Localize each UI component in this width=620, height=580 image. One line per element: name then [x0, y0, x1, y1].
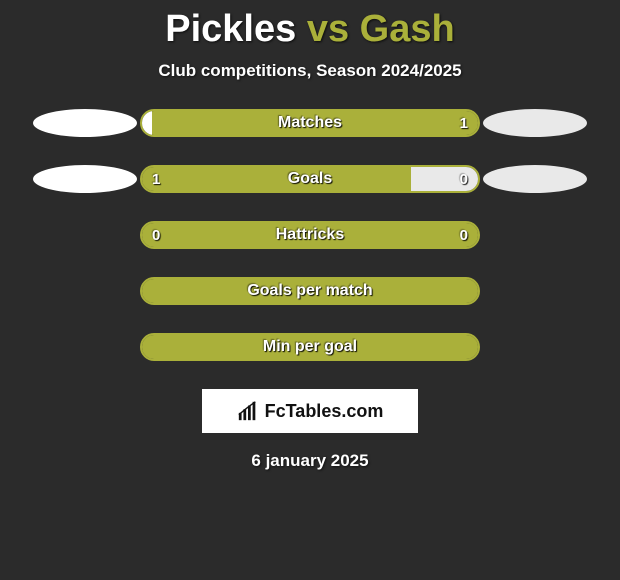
stat-row: Goals per match	[0, 277, 620, 305]
left-segment: 1	[142, 167, 411, 191]
right-segment: 0	[411, 167, 478, 191]
stat-bar: 00Hattricks	[140, 221, 480, 249]
bars-icon	[237, 400, 259, 422]
left-value: 1	[152, 171, 160, 188]
date-label: 6 january 2025	[0, 451, 620, 471]
player1-ellipse-icon	[33, 109, 137, 137]
left-segment	[142, 111, 152, 135]
stat-bar: Goals per match	[140, 277, 480, 305]
left-value: 0	[152, 227, 160, 244]
player2-ellipse-icon	[483, 165, 587, 193]
season-subtitle: Club competitions, Season 2024/2025	[0, 61, 620, 81]
player1-ellipse-icon	[33, 165, 137, 193]
player1-name: Pickles	[165, 8, 296, 50]
stat-bar: 1Matches	[140, 109, 480, 137]
stat-row: 10Goals	[0, 165, 620, 193]
logo-text: FcTables.com	[265, 401, 384, 422]
left-segment	[142, 279, 468, 303]
stat-row: Min per goal	[0, 333, 620, 361]
stat-row: 00Hattricks	[0, 221, 620, 249]
stat-rows-container: 1Matches10Goals00HattricksGoals per matc…	[0, 109, 620, 361]
left-segment	[142, 335, 468, 359]
logo-wrap: FcTables.com	[0, 389, 620, 433]
right-value: 0	[460, 227, 468, 244]
vs-word: vs	[307, 8, 349, 50]
stat-row: 1Matches	[0, 109, 620, 137]
right-segment: 1	[152, 111, 478, 135]
fctables-logo[interactable]: FcTables.com	[202, 389, 418, 433]
right-side	[480, 165, 590, 193]
stat-bar: Min per goal	[140, 333, 480, 361]
player2-name: Gash	[360, 8, 455, 50]
player2-ellipse-icon	[483, 109, 587, 137]
right-side	[480, 109, 590, 137]
stat-bar: 10Goals	[140, 165, 480, 193]
right-value: 0	[460, 171, 468, 188]
left-side	[30, 109, 140, 137]
left-side	[30, 165, 140, 193]
right-segment	[468, 279, 478, 303]
right-segment	[468, 335, 478, 359]
left-segment: 0	[142, 223, 468, 247]
page-title: Pickles vs Gash	[0, 0, 620, 51]
right-segment: 0	[468, 223, 478, 247]
right-value: 1	[460, 115, 468, 132]
